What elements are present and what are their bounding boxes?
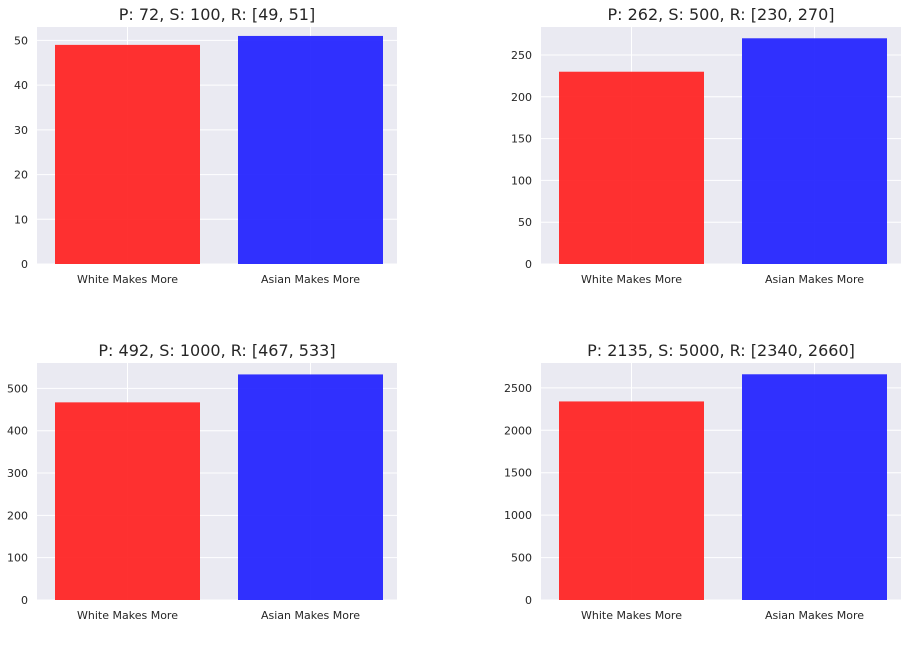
plot-area: 0 10 20 30 40 50 White Makes More Asian Makes M… xyxy=(14,27,397,286)
chart-panel-2: P: 262, S: 500, R: [230, 270] 0 50 100 150 2… xyxy=(504,0,908,313)
bar-asian-makes-more xyxy=(238,374,383,600)
bar-white-makes-more xyxy=(55,402,200,600)
y-tick-label: 40 xyxy=(14,79,28,92)
chart-1-svg: P: 72, S: 100, R: [49, 51] 0 10 20 30 40 50 Wh… xyxy=(14,5,397,286)
chart-title: P: 492, S: 1000, R: [467, 533] xyxy=(98,341,335,360)
figure: P: 72, S: 100, R: [49, 51] 0 10 20 30 40 50 Wh… xyxy=(0,0,908,622)
y-tick-label: 1500 xyxy=(504,467,532,480)
x-tick-label: White Makes More xyxy=(77,609,178,622)
y-tick-label: 200 xyxy=(511,91,532,104)
y-tick-label: 0 xyxy=(525,594,532,607)
x-tick-label: Asian Makes More xyxy=(261,609,360,622)
plot-area: 0 100 200 300 400 500 White Makes More Asian Ma… xyxy=(7,363,397,622)
x-tick-label: Asian Makes More xyxy=(765,273,864,286)
x-tick-label: White Makes More xyxy=(581,609,682,622)
bar-asian-makes-more xyxy=(742,38,887,265)
chart-3-svg: P: 492, S: 1000, R: [467, 533] 0 100 200 30… xyxy=(7,341,397,622)
y-tick-label: 0 xyxy=(21,594,28,607)
y-tick-label: 20 xyxy=(14,169,28,182)
chart-panel-3: P: 492, S: 1000, R: [467, 533] 0 100 200 30… xyxy=(0,336,454,649)
y-tick-label: 0 xyxy=(21,258,28,271)
y-tick-label: 50 xyxy=(14,34,28,47)
x-tick-label: Asian Makes More xyxy=(261,273,360,286)
y-tick-label: 10 xyxy=(14,213,28,226)
y-tick-label: 100 xyxy=(7,552,28,565)
bar-asian-makes-more xyxy=(238,35,383,265)
chart-title: P: 262, S: 500, R: [230, 270] xyxy=(607,5,834,24)
y-tick-label: 0 xyxy=(525,258,532,271)
y-tick-label: 150 xyxy=(511,133,532,146)
bar-white-makes-more xyxy=(559,71,704,264)
bar-white-makes-more xyxy=(55,44,200,264)
y-tick-label: 2000 xyxy=(504,424,532,437)
x-tick-label: White Makes More xyxy=(581,273,682,286)
y-tick-label: 500 xyxy=(511,552,532,565)
y-tick-label: 2500 xyxy=(504,382,532,395)
y-tick-label: 30 xyxy=(14,124,28,137)
y-tick-label: 100 xyxy=(511,174,532,187)
chart-title: P: 72, S: 100, R: [49, 51] xyxy=(119,5,315,24)
chart-panel-4: P: 2135, S: 5000, R: [2340, 2660] 0 500 10… xyxy=(504,336,908,649)
y-tick-label: 200 xyxy=(7,509,28,522)
y-tick-label: 1000 xyxy=(504,509,532,522)
x-tick-label: White Makes More xyxy=(77,273,178,286)
chart-2-svg: P: 262, S: 500, R: [230, 270] 0 50 100 150 2… xyxy=(511,5,901,286)
y-tick-label: 300 xyxy=(7,467,28,480)
chart-4-svg: P: 2135, S: 5000, R: [2340, 2660] 0 500 10… xyxy=(504,341,901,622)
chart-panel-1: P: 72, S: 100, R: [49, 51] 0 10 20 30 40 50 Wh… xyxy=(0,0,454,313)
y-tick-label: 500 xyxy=(7,382,28,395)
plot-area: 0 50 100 150 200 250 White Makes More Asian Mak… xyxy=(511,27,901,286)
y-tick-label: 400 xyxy=(7,425,28,438)
plot-area: 0 500 1000 1500 2000 2500 White Makes More Asia… xyxy=(504,363,901,622)
bar-white-makes-more xyxy=(559,401,704,600)
y-tick-label: 250 xyxy=(511,49,532,62)
x-tick-label: Asian Makes More xyxy=(765,609,864,622)
chart-title: P: 2135, S: 5000, R: [2340, 2660] xyxy=(587,341,855,360)
bar-asian-makes-more xyxy=(742,374,887,600)
y-tick-label: 50 xyxy=(518,216,532,229)
